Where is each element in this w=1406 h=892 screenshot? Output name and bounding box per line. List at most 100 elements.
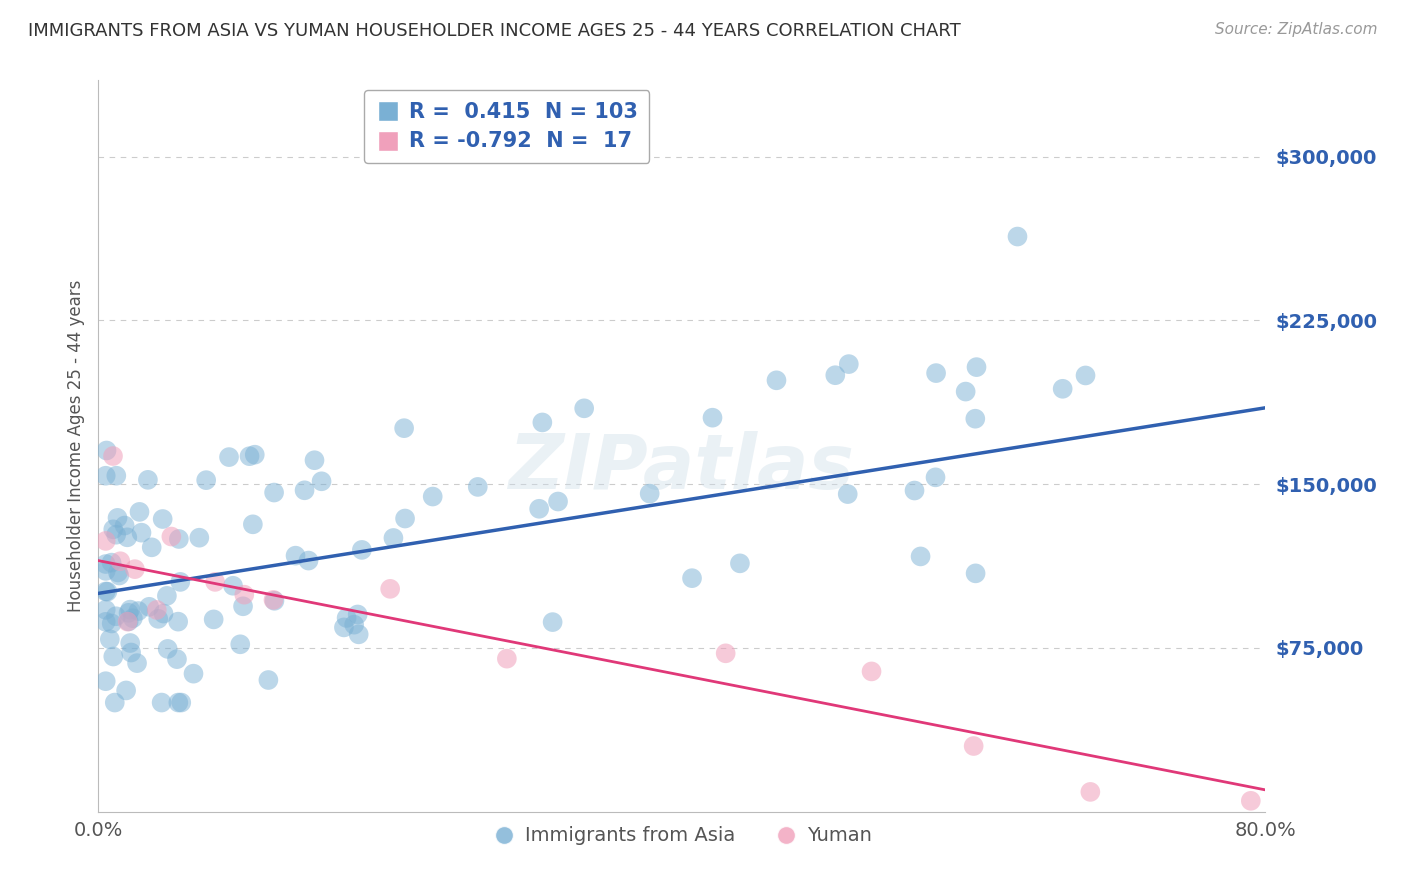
Point xyxy=(94,674,117,689)
Point xyxy=(150,696,173,710)
Point xyxy=(94,468,117,483)
Point xyxy=(105,527,128,541)
Point xyxy=(94,615,117,629)
Point xyxy=(117,530,139,544)
Point xyxy=(380,582,402,596)
Point xyxy=(152,512,174,526)
Point xyxy=(195,473,218,487)
Point xyxy=(232,599,254,614)
Point xyxy=(910,549,932,564)
Point xyxy=(136,473,159,487)
Point xyxy=(167,615,190,629)
Point xyxy=(346,607,368,622)
Point xyxy=(467,480,489,494)
Point xyxy=(531,416,554,430)
Point xyxy=(118,615,141,629)
Point xyxy=(284,549,307,563)
Point xyxy=(903,483,925,498)
Point xyxy=(107,511,129,525)
Point xyxy=(229,637,252,651)
Point xyxy=(100,556,122,570)
Point xyxy=(233,588,256,602)
Point xyxy=(98,632,121,647)
Point xyxy=(128,505,150,519)
Point xyxy=(148,612,170,626)
Point xyxy=(347,627,370,641)
Point xyxy=(527,501,550,516)
Point xyxy=(765,373,787,387)
Point xyxy=(304,453,326,467)
Point xyxy=(924,470,946,484)
Point xyxy=(966,360,988,375)
Point xyxy=(1052,382,1074,396)
Point xyxy=(94,557,117,571)
Point xyxy=(343,617,366,632)
Point xyxy=(104,609,127,624)
Point xyxy=(156,589,179,603)
Text: ZIPatlas: ZIPatlas xyxy=(509,431,855,505)
Point xyxy=(263,485,285,500)
Point xyxy=(96,443,118,458)
Point xyxy=(925,366,948,380)
Point xyxy=(263,594,285,608)
Point xyxy=(1074,368,1097,383)
Y-axis label: Householder Income Ages 25 - 44 years: Householder Income Ages 25 - 44 years xyxy=(66,280,84,612)
Point xyxy=(117,606,139,620)
Point xyxy=(336,611,359,625)
Point xyxy=(105,468,128,483)
Point xyxy=(204,574,226,589)
Point xyxy=(117,615,139,629)
Point xyxy=(311,475,333,489)
Point xyxy=(1240,794,1263,808)
Point xyxy=(107,566,129,580)
Point xyxy=(101,449,124,463)
Point xyxy=(94,603,117,617)
Text: Source: ZipAtlas.com: Source: ZipAtlas.com xyxy=(1215,22,1378,37)
Point xyxy=(108,568,131,582)
Text: IMMIGRANTS FROM ASIA VS YUMAN HOUSEHOLDER INCOME AGES 25 - 44 YEARS CORRELATION : IMMIGRANTS FROM ASIA VS YUMAN HOUSEHOLDE… xyxy=(28,22,960,40)
Point xyxy=(824,368,846,383)
Point xyxy=(120,636,142,650)
Point xyxy=(121,611,143,625)
Point xyxy=(110,554,132,568)
Point xyxy=(238,449,260,463)
Point xyxy=(955,384,977,399)
Point xyxy=(350,542,373,557)
Point xyxy=(160,530,183,544)
Point xyxy=(146,603,169,617)
Point xyxy=(188,531,211,545)
Point xyxy=(333,620,356,634)
Point xyxy=(262,593,284,607)
Point xyxy=(104,696,127,710)
Point xyxy=(728,557,751,571)
Point xyxy=(294,483,316,498)
Point xyxy=(120,646,142,660)
Point xyxy=(141,541,163,555)
Point xyxy=(103,522,125,536)
Point xyxy=(392,421,415,435)
Point xyxy=(382,531,405,545)
Point xyxy=(1007,229,1029,244)
Point xyxy=(541,615,564,629)
Point xyxy=(138,599,160,614)
Point xyxy=(860,665,883,679)
Point xyxy=(103,649,125,664)
Legend: Immigrants from Asia, Yuman: Immigrants from Asia, Yuman xyxy=(484,819,880,854)
Point xyxy=(166,652,188,666)
Point xyxy=(681,571,703,585)
Point xyxy=(242,517,264,532)
Point xyxy=(127,604,149,618)
Point xyxy=(169,574,191,589)
Point xyxy=(572,401,595,416)
Point xyxy=(714,646,737,660)
Point xyxy=(394,511,416,525)
Point xyxy=(838,357,860,371)
Point xyxy=(100,616,122,631)
Point xyxy=(120,602,142,616)
Point xyxy=(702,410,724,425)
Point xyxy=(170,696,193,710)
Point xyxy=(131,525,153,540)
Point xyxy=(1080,785,1102,799)
Point xyxy=(965,411,987,425)
Point xyxy=(94,533,117,548)
